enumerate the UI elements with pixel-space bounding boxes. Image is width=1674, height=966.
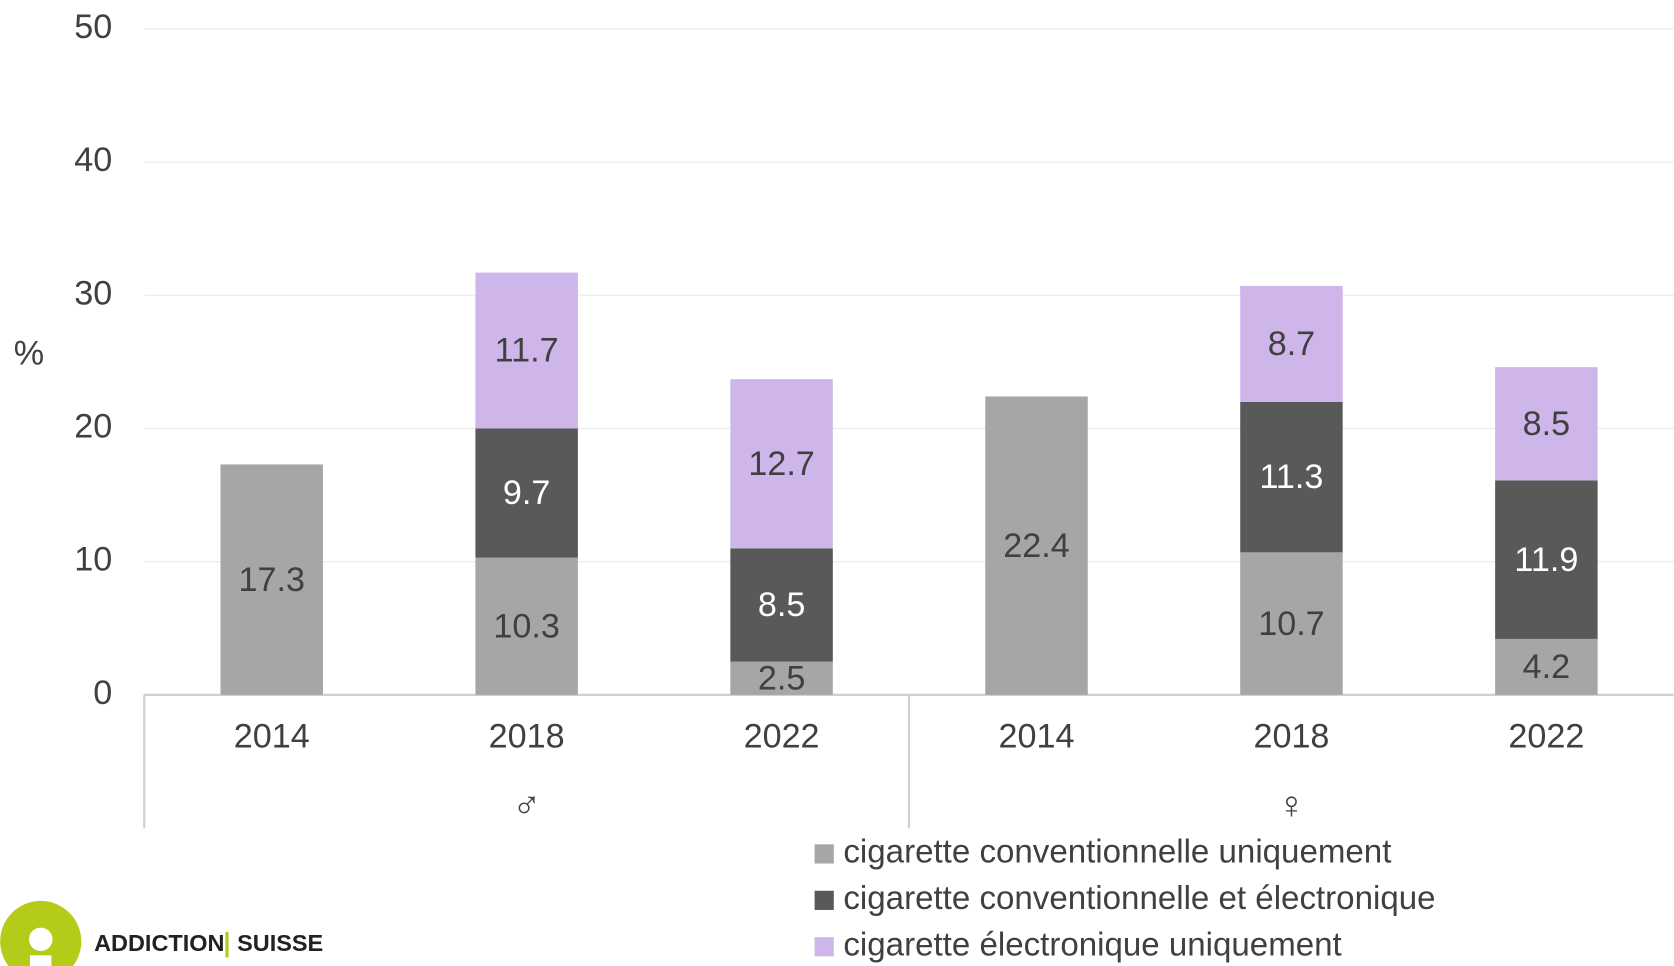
logo-text: ADDICTION [94,930,224,956]
bar-segment [475,428,578,558]
bar-segment [730,661,833,695]
bar-segment [730,379,833,549]
legend-swatch [814,937,834,957]
bar-segment [220,464,323,695]
x-tick-label: 2022 [744,718,820,756]
logo-body [30,955,52,966]
data-label: 11.9 [1514,541,1578,579]
legend-swatch [814,890,834,910]
legend-swatch [814,844,834,864]
data-label: 11.7 [495,332,559,370]
data-label: 10.7 [1258,605,1324,643]
bar-segment [1240,285,1343,402]
data-label: 8.5 [758,586,805,624]
data-label: 2.5 [758,659,805,697]
bar-segment [475,272,578,429]
data-label: 22.4 [1003,527,1069,565]
y-axis-label: % [14,334,44,372]
bar-segment [1495,367,1598,481]
data-label: 8.5 [1523,405,1570,443]
y-tick-label: 20 [74,407,112,445]
bar-segment [1240,401,1343,553]
x-tick-label: 2014 [999,718,1075,756]
data-label: 4.2 [1523,648,1570,686]
logo: ADDICTION SUISSE [0,900,323,966]
x-tick-label: 2018 [489,718,565,756]
logo-bar [225,931,229,958]
y-tick-label: 30 [74,274,112,312]
y-tick-label: 50 [74,8,112,46]
data-label: 12.7 [748,445,814,483]
logo-text: SUISSE [237,930,323,956]
bar-segment [985,396,1088,695]
data-label: 8.7 [1268,325,1315,363]
bar-segment [475,557,578,695]
y-tick-label: 40 [74,141,112,179]
logo-head [28,927,53,952]
bar-segment [1495,638,1598,695]
group-label: ♀ [1277,784,1306,827]
bar-segment [730,548,833,662]
group-label: ♂ [512,784,541,827]
data-label: 11.3 [1259,458,1323,496]
legend-label: cigarette électronique uniquement [843,927,1341,964]
x-tick-label: 2014 [234,718,310,756]
data-label: 10.3 [493,607,559,645]
data-label: 9.7 [503,474,550,512]
bar-segment [1495,480,1598,639]
x-tick-label: 2018 [1253,718,1329,756]
data-label: 17.3 [238,561,304,599]
y-tick-label: 0 [93,674,112,712]
y-tick-label: 10 [74,541,112,579]
legend-label: cigarette conventionnelle uniquement [843,834,1391,871]
bar-segment [1240,552,1343,695]
legend-label: cigarette conventionnelle et électroniqu… [843,880,1435,917]
x-tick-label: 2022 [1508,718,1584,756]
